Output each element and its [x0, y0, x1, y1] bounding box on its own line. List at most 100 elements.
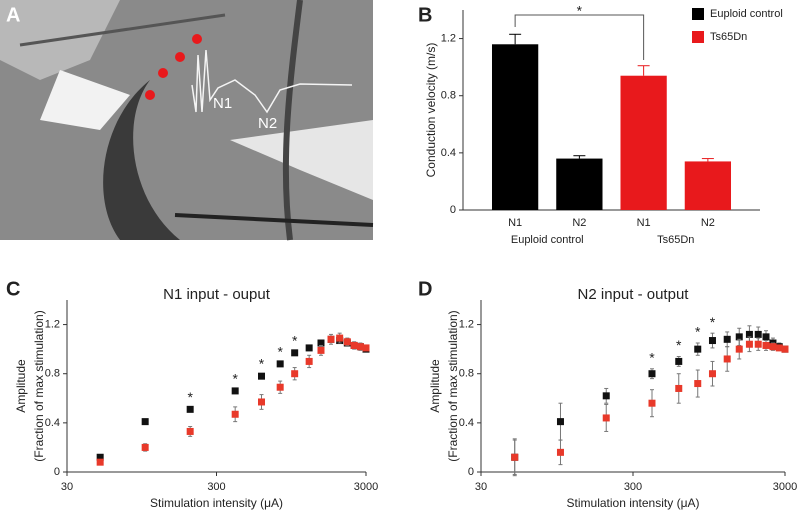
point [735, 345, 743, 353]
point [350, 341, 358, 349]
significance-bracket [514, 14, 645, 60]
group-label: Ts65Dn [657, 234, 694, 246]
bar [491, 44, 539, 211]
y-tick-label: 0 [468, 466, 474, 478]
nerve [282, 0, 303, 241]
significance-label: * [710, 314, 716, 330]
y-tick-label: 0.8 [45, 368, 60, 380]
point [327, 335, 335, 343]
y-tick-label: 0 [450, 204, 456, 216]
significance-label: * [292, 332, 298, 348]
point [305, 344, 313, 352]
point [745, 330, 753, 338]
bar [620, 75, 667, 210]
point [258, 398, 266, 406]
significance-label: * [676, 337, 682, 353]
y-axis-label: (Fraction of max stimulation) [446, 310, 460, 461]
legend-swatch [692, 31, 704, 43]
point [556, 448, 564, 456]
x-tick-label: 300 [624, 481, 642, 493]
panel-letter: A [6, 4, 20, 26]
significance-label: * [277, 343, 283, 359]
stim-dot [175, 52, 185, 62]
point [276, 360, 284, 368]
point [305, 357, 313, 365]
point [291, 349, 299, 357]
point [141, 418, 149, 426]
y-tick-label: 0.8 [459, 368, 474, 380]
point [723, 335, 731, 343]
bar [556, 158, 603, 210]
trace-label: N2 [258, 115, 277, 132]
x-tick-label: N1 [637, 217, 651, 229]
point [276, 383, 284, 391]
y-axis-label: (Fraction of max stimulation) [32, 310, 46, 461]
point [694, 380, 702, 388]
point [648, 399, 656, 407]
trace-label: N1 [213, 95, 232, 112]
point [735, 333, 743, 341]
point [356, 343, 364, 351]
legend-label: Euploid control [710, 8, 783, 20]
point [708, 337, 716, 345]
point [317, 339, 325, 347]
image-panel: A N1 N2 [0, 0, 374, 241]
dark-band [103, 80, 180, 240]
legend-label: Ts65Dn [710, 31, 747, 43]
y-tick-label: 0.4 [459, 417, 474, 429]
point [511, 453, 519, 461]
y-axis-label: Amplitude [14, 359, 28, 413]
x-axis-label: Stimulation intensity (μA) [567, 496, 700, 510]
y-tick-label: 0.4 [441, 147, 456, 159]
point [556, 418, 564, 426]
point [96, 458, 104, 466]
chart-title: N1 input - ouput [163, 286, 271, 303]
point [675, 357, 683, 365]
x-tick-label: 3000 [773, 481, 797, 493]
point [723, 355, 731, 363]
point [362, 344, 370, 352]
stim-dot [145, 90, 155, 100]
y-tick-label: 0.4 [45, 417, 60, 429]
point [602, 414, 610, 422]
y-tick-label: 1.2 [459, 318, 474, 330]
x-axis-label: Stimulation intensity (μA) [150, 496, 283, 510]
point [258, 372, 266, 380]
x-tick-label: N1 [508, 217, 522, 229]
panel-letter: B [418, 4, 432, 26]
panel-letter: D [418, 278, 432, 300]
point [769, 343, 777, 351]
significance-label: * [695, 324, 701, 340]
point [231, 387, 239, 395]
point [343, 338, 351, 346]
point [762, 341, 770, 349]
x-tick-label: 30 [475, 481, 487, 493]
x-tick-label: N2 [572, 217, 586, 229]
significance-label: * [577, 3, 583, 19]
point [708, 370, 716, 378]
significance-label: * [187, 389, 193, 405]
point [231, 410, 239, 418]
point [141, 443, 149, 451]
y-tick-label: 0 [54, 466, 60, 478]
x-tick-label: N2 [701, 217, 715, 229]
point [775, 344, 783, 352]
y-tick-label: 0.8 [441, 90, 456, 102]
significance-label: * [232, 370, 238, 386]
point [694, 345, 702, 353]
point [675, 384, 683, 392]
electrode [174, 213, 374, 227]
point [648, 370, 656, 378]
point [762, 333, 770, 341]
bright-region [230, 120, 373, 200]
panel-letter: C [6, 278, 20, 300]
significance-label: * [649, 350, 655, 366]
chart-title: N2 input - output [578, 286, 690, 303]
point [336, 334, 344, 342]
point [781, 345, 789, 353]
point [291, 370, 299, 378]
y-tick-label: 1.2 [45, 318, 60, 330]
bar [684, 161, 732, 210]
point [186, 405, 194, 413]
